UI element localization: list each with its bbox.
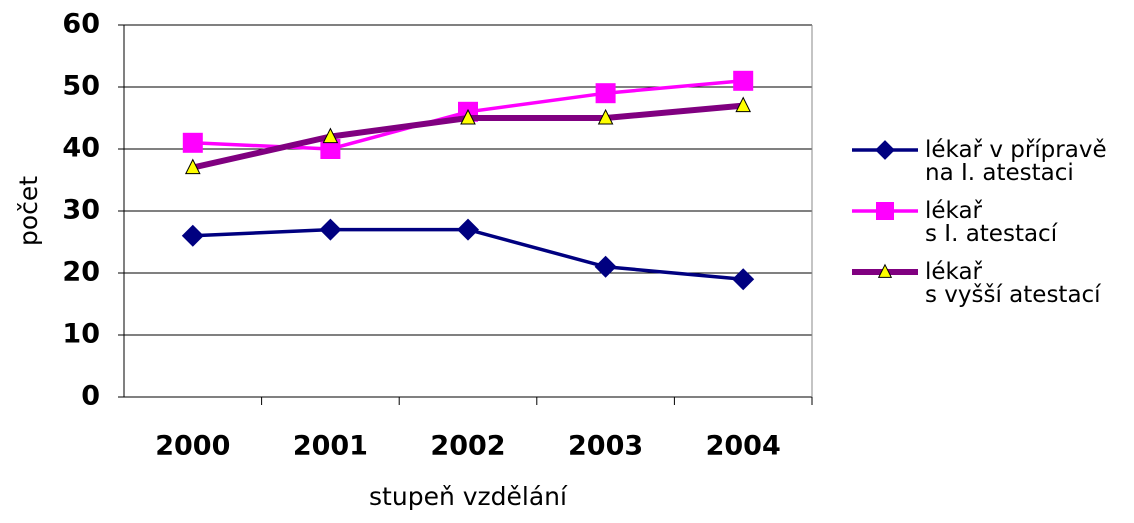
legend-line-text: s vyšší atestací	[925, 282, 1101, 308]
y-tick-label: 40	[62, 133, 100, 164]
y-tick-label: 30	[62, 195, 100, 226]
x-tick-label: 2002	[430, 431, 505, 462]
marker	[877, 263, 893, 278]
marker	[876, 202, 894, 220]
marker	[457, 218, 479, 241]
y-tick-label: 20	[62, 257, 100, 288]
y-tick-label: 10	[62, 319, 100, 350]
legend-line-text: lékař	[925, 198, 983, 224]
x-tick-label: 2003	[568, 431, 643, 462]
x-tick-label: 2000	[155, 431, 230, 462]
marker	[184, 158, 201, 175]
x-axis-title: stupeň vzdělání	[369, 482, 568, 511]
y-axis-title: počet	[14, 176, 43, 246]
y-tick-label: 50	[62, 71, 100, 102]
legend-label: lékař s vyšší atestací	[925, 259, 1101, 308]
marker	[594, 255, 617, 278]
x-tick-label: 2004	[706, 431, 781, 462]
marker	[320, 139, 341, 159]
marker	[875, 140, 895, 160]
marker	[732, 268, 755, 291]
marker	[322, 127, 339, 144]
y-tick-label: 60	[62, 9, 100, 40]
marker	[181, 224, 204, 247]
marker	[595, 83, 616, 104]
legend-line-text: s I. atestací	[925, 221, 1058, 247]
marker	[460, 108, 476, 125]
legend-line-text: lékař	[925, 259, 983, 285]
marker	[733, 70, 754, 91]
marker	[735, 96, 752, 113]
x-tick-label: 2001	[293, 431, 368, 462]
y-tick-label: 0	[81, 381, 100, 412]
legend-line-text: lékař v přípravě	[925, 137, 1107, 163]
marker	[597, 108, 614, 125]
marker	[182, 132, 203, 153]
legend-label: lékař s I. atestací	[925, 198, 1058, 247]
marker	[319, 218, 342, 241]
legend-line-text: na I. atestaci	[925, 160, 1074, 186]
legend-label: lékař v přípravě na I. atestaci	[925, 137, 1107, 186]
